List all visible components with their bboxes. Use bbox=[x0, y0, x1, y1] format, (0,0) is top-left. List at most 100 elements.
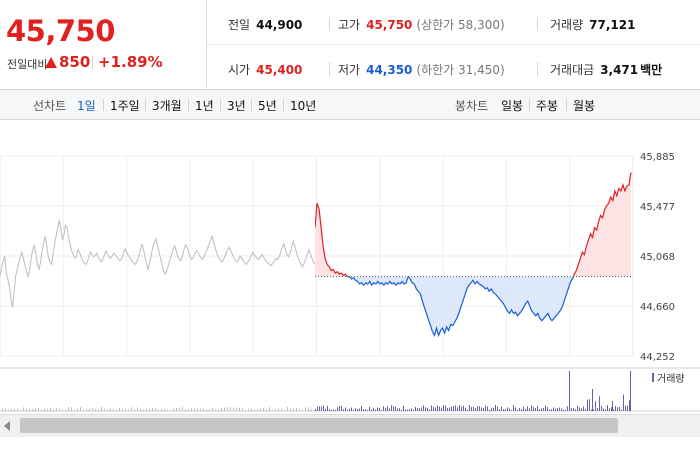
current-price: 45,750 bbox=[6, 14, 115, 48]
volume-bar bbox=[347, 409, 348, 411]
line-chart-label: 선차트 bbox=[33, 99, 67, 113]
divider bbox=[283, 99, 284, 111]
volume-bar bbox=[621, 409, 622, 411]
period-10y[interactable]: 10년 bbox=[290, 99, 317, 113]
volume-bar bbox=[365, 409, 366, 411]
volume-bar bbox=[32, 409, 33, 411]
volume-bar bbox=[503, 409, 504, 411]
volume-bar bbox=[44, 408, 45, 411]
chart-scrollbar[interactable] bbox=[0, 414, 700, 437]
scroll-thumb[interactable] bbox=[20, 418, 618, 433]
volume-bar bbox=[423, 405, 424, 411]
volume-bar bbox=[209, 409, 210, 411]
volume-bar bbox=[11, 409, 12, 411]
volume-bar bbox=[615, 405, 616, 411]
volume-legend-swatch bbox=[652, 373, 654, 382]
volume-bar bbox=[623, 394, 624, 411]
volume-bar bbox=[224, 407, 225, 411]
period-5y[interactable]: 5년 bbox=[258, 99, 277, 113]
period-1y[interactable]: 1년 bbox=[195, 99, 214, 113]
period-3m[interactable]: 3개월 bbox=[152, 99, 182, 113]
volume-bar bbox=[245, 409, 246, 411]
volume-bar bbox=[587, 399, 588, 411]
volume-bar bbox=[471, 407, 472, 411]
volume-bar bbox=[517, 409, 518, 411]
volume-bar bbox=[278, 408, 279, 411]
volume-bar bbox=[591, 409, 592, 411]
volume-bar bbox=[293, 407, 294, 411]
volume-bar bbox=[389, 408, 390, 411]
volume-bar bbox=[140, 408, 141, 411]
volume-bar bbox=[361, 406, 362, 411]
scroll-left-icon[interactable] bbox=[4, 421, 10, 431]
price-chart[interactable]: 45,885 45,477 45,068 44,660 44,252 거래량 bbox=[0, 120, 700, 414]
divider bbox=[188, 99, 189, 111]
chart-areas bbox=[315, 172, 631, 336]
volume-bar bbox=[475, 408, 476, 411]
volume-bar bbox=[407, 409, 408, 411]
candle-weekly[interactable]: 주봉 bbox=[536, 99, 559, 113]
volume-bar bbox=[305, 407, 306, 411]
volume-bar bbox=[487, 406, 488, 411]
volume-bar bbox=[489, 409, 490, 411]
volume-bar bbox=[531, 405, 532, 411]
volume-bar bbox=[630, 371, 631, 411]
volume-bar bbox=[197, 407, 198, 411]
volume-bar bbox=[242, 408, 243, 411]
volume-bar bbox=[481, 407, 482, 411]
period-1d[interactable]: 1일 bbox=[77, 99, 96, 113]
volume-bar bbox=[8, 409, 9, 411]
volume-bar bbox=[38, 408, 39, 411]
volume-bar bbox=[71, 407, 72, 411]
volume-bar bbox=[149, 408, 150, 411]
volume-bar bbox=[455, 405, 456, 411]
volume-bar bbox=[80, 407, 81, 411]
divider bbox=[537, 62, 538, 76]
volume-bar bbox=[391, 405, 392, 411]
y-tick-label: 45,885 bbox=[640, 152, 675, 163]
volume-bar bbox=[439, 406, 440, 411]
volume-bar bbox=[251, 408, 252, 411]
divider bbox=[103, 99, 104, 111]
volume-bar bbox=[290, 408, 291, 411]
volume-bar bbox=[26, 408, 27, 411]
candle-daily[interactable]: 일봉 bbox=[501, 99, 524, 113]
volume-bar bbox=[379, 407, 380, 411]
volume-bar bbox=[509, 408, 510, 411]
volume-bar bbox=[555, 408, 556, 411]
volume-bar bbox=[473, 406, 474, 411]
period-3y[interactable]: 3년 bbox=[227, 99, 246, 113]
volume-bar bbox=[257, 408, 258, 411]
volume-bar bbox=[266, 409, 267, 411]
volume-bar bbox=[337, 407, 338, 411]
volume-bar bbox=[83, 409, 84, 411]
volume-bar bbox=[155, 408, 156, 411]
period-1w[interactable]: 1주일 bbox=[110, 99, 140, 113]
volume-bar bbox=[413, 409, 414, 411]
volume-bar bbox=[403, 405, 404, 411]
volume-bar bbox=[134, 409, 135, 411]
volume-bar bbox=[613, 409, 614, 411]
volume-bar bbox=[569, 371, 570, 411]
volume-bar bbox=[559, 407, 560, 411]
volume-bar bbox=[563, 409, 564, 411]
volume-bar bbox=[314, 409, 315, 411]
volume-bar bbox=[507, 407, 508, 411]
volume-bar bbox=[417, 407, 418, 411]
volume-bar bbox=[399, 408, 400, 411]
volume-bar bbox=[218, 409, 219, 411]
volume-bar bbox=[405, 409, 406, 411]
volume-bar bbox=[107, 409, 108, 411]
volume-bar bbox=[469, 405, 470, 411]
area-below bbox=[315, 276, 631, 336]
volume-bar bbox=[513, 405, 514, 411]
stat-prev-close: 전일 44,900 bbox=[228, 16, 302, 33]
candle-monthly[interactable]: 월봉 bbox=[573, 99, 596, 113]
stat-label: 전일 bbox=[228, 18, 251, 32]
volume-bar bbox=[505, 408, 506, 411]
volume-bar bbox=[565, 409, 566, 411]
volume-bar bbox=[182, 407, 183, 411]
volume-bar bbox=[248, 409, 249, 411]
volume-bar bbox=[230, 407, 231, 411]
divider bbox=[92, 55, 93, 69]
